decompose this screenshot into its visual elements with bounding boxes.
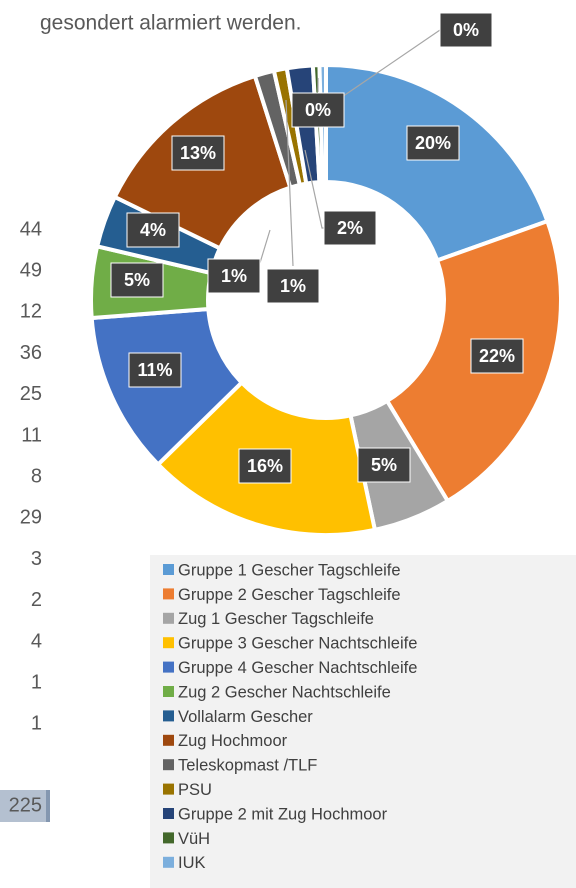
legend-swatch: [163, 661, 174, 673]
legend-label: Gruppe 3 Gescher Nachtschleife: [178, 635, 417, 653]
data-label: 16%: [247, 456, 283, 476]
legend-label: Teleskopmast /TLF: [178, 757, 317, 775]
selected-cell: [0, 790, 46, 822]
cell-value: 1: [31, 671, 42, 693]
cell-value: 1: [31, 713, 42, 735]
legend-swatch: [163, 710, 174, 722]
legend-label: Zug Hochmoor: [178, 732, 288, 750]
cell-value: 3: [31, 548, 42, 570]
data-label: 11%: [137, 360, 172, 380]
legend-label: Gruppe 4 Gescher Nachtschleife: [178, 659, 417, 677]
data-label: 0%: [305, 100, 331, 120]
data-label-box: [128, 352, 182, 388]
cell-border: [46, 790, 50, 822]
data-label-box: [439, 12, 493, 48]
legend-label: IUK: [178, 854, 206, 872]
legend-label: VüH: [178, 830, 210, 848]
legend-swatch: [163, 588, 174, 600]
data-label: 0%: [453, 20, 479, 40]
data-label: 22%: [479, 346, 515, 366]
data-label-box: [266, 268, 320, 304]
legend-swatch: [163, 612, 174, 624]
cell-value: 12: [20, 301, 42, 323]
legend-label: Gruppe 1 Gescher Tagschleife: [178, 561, 401, 579]
data-label-box: [406, 125, 460, 161]
cell-value: 4: [31, 630, 42, 652]
legend-swatch: [163, 686, 174, 697]
total-cell: 225: [9, 794, 42, 816]
cell-value: 29: [20, 507, 42, 529]
cell-value: 2: [31, 589, 42, 611]
donut-slice: [324, 62, 550, 263]
intro-text: gesondert alarmiert werden.: [40, 12, 301, 35]
data-label: 5%: [371, 455, 397, 475]
legend-swatch: [163, 734, 174, 746]
data-label-box: [357, 447, 411, 483]
data-label-box: [470, 338, 524, 374]
data-label-box: [126, 212, 180, 248]
data-label: 5%: [124, 270, 150, 290]
data-label-box: [110, 262, 164, 298]
legend-swatch: [163, 808, 174, 819]
legend-swatch: [163, 783, 174, 795]
legend-swatch: [163, 759, 174, 771]
cell-value: 11: [21, 424, 42, 446]
cell-value: 8: [31, 465, 42, 487]
legend-swatch: [163, 564, 174, 575]
data-label-box: [238, 448, 292, 484]
legend-label: PSU: [178, 781, 212, 799]
data-label: 13%: [180, 143, 216, 163]
legend-label: Zug 2 Gescher Nachtschleife: [178, 683, 391, 701]
legend-label: Gruppe 2 Gescher Tagschleife: [178, 586, 401, 604]
data-label: 1%: [280, 276, 306, 296]
leader-line: [285, 99, 294, 267]
data-label: 1%: [221, 266, 247, 286]
legend-box: [150, 555, 576, 888]
data-label-box: [207, 258, 261, 294]
legend-label: Vollalarm Gescher: [178, 708, 313, 726]
cell-value: 44: [20, 218, 42, 240]
data-label: 20%: [415, 133, 451, 153]
data-label: 2%: [337, 218, 363, 238]
cell-value: 36: [20, 342, 42, 364]
legend-swatch: [163, 832, 174, 844]
legend-swatch: [163, 637, 174, 649]
data-label-box: [171, 135, 225, 171]
data-label-box: [323, 210, 377, 246]
legend-label: Gruppe 2 mit Zug Hochmoor: [178, 805, 388, 823]
cell-value: 49: [20, 259, 42, 281]
legend-label: Zug 1 Gescher Tagschleife: [178, 610, 374, 628]
legend-swatch: [163, 856, 174, 868]
data-label-box: [291, 92, 345, 128]
cell-value: 25: [20, 383, 42, 405]
data-label: 4%: [140, 220, 166, 240]
